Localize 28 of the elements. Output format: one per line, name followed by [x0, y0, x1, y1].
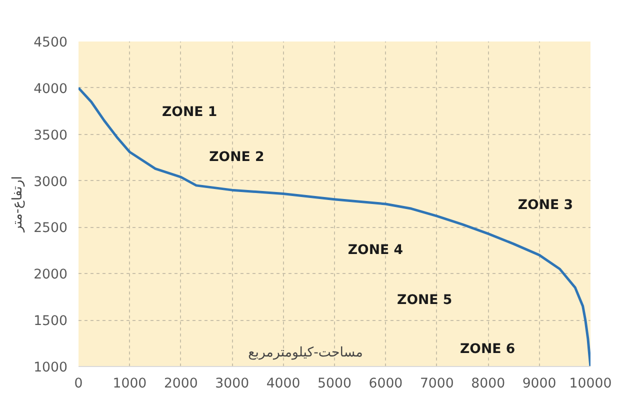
x-tick-label: 5000	[318, 376, 352, 392]
y-tick-label: 2000	[34, 268, 68, 283]
x-tick-label: 8000	[471, 376, 506, 392]
x-tick-label: 3000	[215, 376, 250, 392]
x-tick-label: 9000	[522, 376, 556, 392]
x-tick-label: 4000	[266, 376, 300, 392]
line-series	[78, 86, 590, 366]
x-tick-label: 10000	[569, 376, 612, 392]
x-tick-label: 6000	[368, 376, 403, 392]
x-tick-label: 0	[74, 376, 83, 392]
y-tick-label: 4000	[34, 82, 68, 97]
annotation: ZONE 5	[397, 293, 452, 308]
y-tick-label: 2500	[34, 221, 68, 236]
y-axis-title: ارتفاع-متر	[10, 176, 26, 233]
x-tick-label: 1000	[112, 376, 147, 392]
x-axis-title: مساحت-کیلومترمربع	[248, 346, 363, 360]
y-tick-label: 1500	[34, 314, 68, 330]
y-tick-label: 4500	[34, 36, 68, 50]
annotation: ZONE 1	[162, 104, 218, 120]
x-tick-label: 2000	[164, 376, 198, 392]
annotation: ZONE 6	[460, 342, 516, 358]
y-tick-label: 3500	[34, 128, 68, 144]
annotation: ZONE 2	[209, 150, 264, 166]
y-tick-label: 3000	[34, 174, 68, 190]
annotation: ZONE 3	[518, 198, 574, 214]
annotation: ZONE 4	[348, 242, 404, 258]
y-tick-label: 1000	[34, 360, 68, 376]
x-tick-label: 7000	[420, 376, 454, 392]
